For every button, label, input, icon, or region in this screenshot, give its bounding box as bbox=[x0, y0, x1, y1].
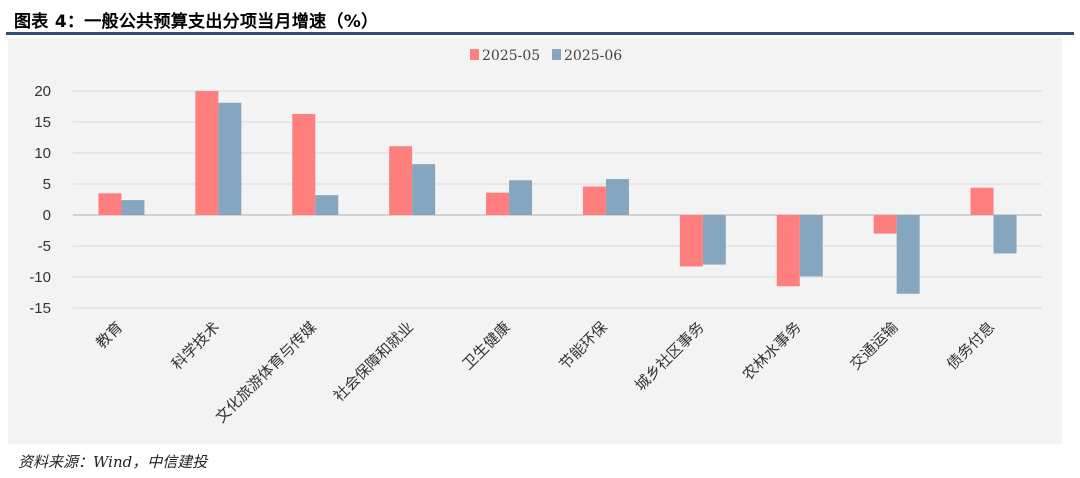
legend-label: 2025-06 bbox=[564, 48, 622, 64]
legend-swatch bbox=[552, 49, 561, 60]
bar-2025-06-5 bbox=[605, 179, 629, 215]
y-tick-label: 5 bbox=[43, 176, 51, 193]
bar-2025-05-8 bbox=[873, 215, 897, 234]
x-tick-label: 文化旅游体育与传媒 bbox=[212, 318, 320, 426]
y-tick-label: 15 bbox=[34, 114, 51, 131]
x-tick-label: 债务付息 bbox=[943, 318, 998, 373]
bar-2025-05-7 bbox=[776, 215, 800, 287]
x-tick-label: 教育 bbox=[92, 318, 126, 352]
bar-2025-06-6 bbox=[702, 215, 726, 265]
bar-2025-05-0 bbox=[98, 193, 122, 215]
bar-chart: 20 15 10 5 0 -5 -10 -15 教育 科学技术文化旅游体育与传媒 社会保障和就业卫… bbox=[29, 48, 1042, 426]
legend-swatch bbox=[470, 49, 479, 60]
bar-2025-06-4 bbox=[509, 180, 533, 215]
y-tick-label: -15 bbox=[29, 300, 51, 317]
x-tick-label: 交通运输 bbox=[846, 318, 901, 373]
y-tick-label: -10 bbox=[29, 269, 51, 286]
bar-2025-06-8 bbox=[896, 215, 920, 294]
bar-2025-05-9 bbox=[970, 187, 994, 215]
x-tick-label: 城乡社区事务 bbox=[631, 318, 707, 394]
bar-2025-06-0 bbox=[121, 200, 145, 215]
bar-2025-05-6 bbox=[679, 215, 703, 267]
y-tick-label: 10 bbox=[34, 145, 51, 162]
bars-layer bbox=[98, 91, 1017, 294]
bar-2025-06-1 bbox=[218, 102, 242, 215]
y-axis-tick-labels: 20 15 10 5 0 -5 -10 -15 bbox=[29, 83, 51, 317]
x-tick-label: 卫生健康 bbox=[459, 318, 514, 373]
bar-2025-05-2 bbox=[292, 113, 316, 215]
chart-panel: 20 15 10 5 0 -5 -10 -15 教育 科学技术 文化旅游体育与传媒 社会保障和就业卫… bbox=[8, 38, 1062, 444]
y-tick-label: -5 bbox=[38, 238, 51, 255]
y-tick-label: 20 bbox=[34, 83, 51, 100]
y-tick-label: 0 bbox=[43, 207, 51, 224]
bar-2025-06-7 bbox=[799, 215, 823, 277]
x-tick-label: 节能环保 bbox=[556, 318, 611, 373]
x-tick-label: 科学技术 bbox=[168, 318, 223, 373]
bar-2025-06-9 bbox=[993, 215, 1017, 254]
x-tick-label: 农林水事务 bbox=[739, 318, 805, 384]
title-rule bbox=[6, 32, 1074, 35]
source-note: 资料来源：Wind，中信建投 bbox=[18, 453, 208, 471]
x-tick-label: 社会保障和就业 bbox=[330, 318, 417, 405]
figure-title: 图表 4：一般公共预算支出分项当月增速（%） bbox=[14, 12, 379, 32]
bar-2025-05-5 bbox=[582, 186, 606, 215]
bar-2025-05-1 bbox=[195, 91, 219, 215]
bar-2025-06-2 bbox=[315, 195, 339, 215]
legend: 2025-05 2025-06 bbox=[470, 48, 622, 64]
bar-2025-05-3 bbox=[389, 146, 413, 215]
bar-2025-05-4 bbox=[486, 192, 510, 215]
bar-2025-06-3 bbox=[412, 164, 436, 215]
legend-label: 2025-05 bbox=[482, 48, 540, 64]
